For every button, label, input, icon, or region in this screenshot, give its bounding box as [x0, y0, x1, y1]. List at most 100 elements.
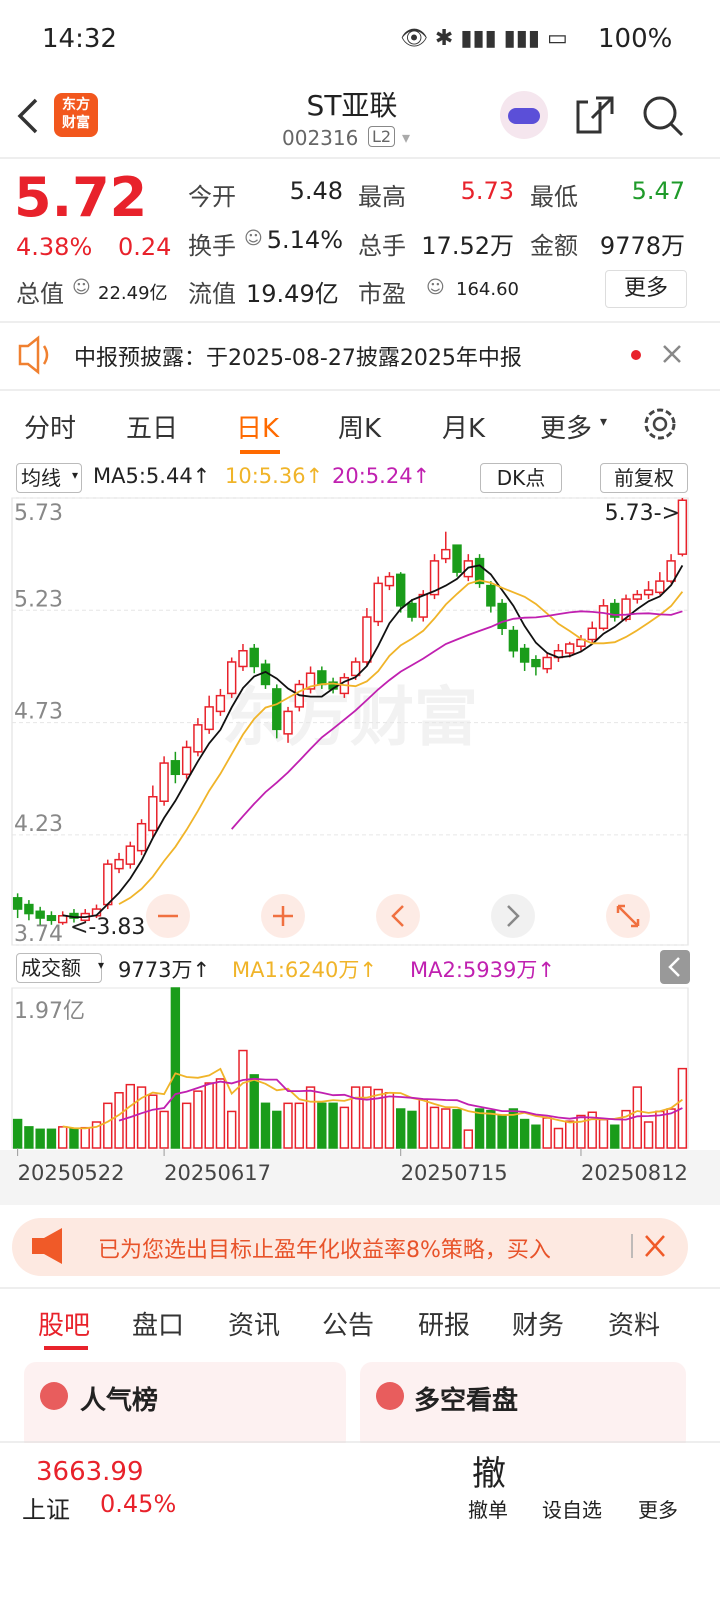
tab[interactable]: 月K: [442, 414, 486, 444]
candle-body: [215, 694, 226, 713]
cancel-label[interactable]: 撤单: [468, 1498, 508, 1522]
volume-bar: [328, 1102, 338, 1149]
more-label[interactable]: 更多: [638, 1498, 678, 1522]
volume-bar: [598, 1118, 609, 1149]
volume-bar: [486, 1109, 496, 1149]
battery: 100%: [598, 24, 673, 54]
tab[interactable]: 公告: [322, 1311, 375, 1341]
tab[interactable]: 更多: [540, 414, 593, 444]
volume-bar: [621, 1109, 631, 1149]
tab[interactable]: 分时: [24, 414, 77, 444]
buy-label[interactable]: 买: [239, 1472, 268, 1505]
candle-body: [452, 544, 462, 573]
ma-line: [118, 579, 684, 905]
volume-bar: [531, 1124, 541, 1149]
info-icon[interactable]: ☺: [244, 228, 263, 249]
tab-active[interactable]: 股吧: [38, 1311, 91, 1341]
date-strip: [0, 1150, 720, 1205]
notice[interactable]: 中报预披露：于2025-08-27披露2025年中报: [74, 346, 522, 371]
watchlist-label[interactable]: 设自选: [542, 1498, 602, 1522]
close-icon[interactable]: [663, 345, 681, 363]
footer-bg: [0, 1443, 720, 1610]
tab[interactable]: 周K: [338, 414, 382, 444]
banner-text[interactable]: 已为您选出目标止盈年化收益率8%策略，买入: [98, 1238, 551, 1263]
volume-bar: [441, 1108, 451, 1149]
card-bg: [360, 1362, 686, 1452]
volume-bar: [204, 1082, 214, 1149]
status-time: 14:32: [42, 24, 117, 54]
card-title[interactable]: 多空看盘: [414, 1386, 519, 1416]
ma10-legend: 10:5.36↑: [225, 464, 324, 488]
candle-body: [542, 656, 552, 670]
tab[interactable]: 研报: [418, 1311, 471, 1341]
volume-bar: [193, 1090, 203, 1149]
candle-body: [497, 602, 507, 630]
volume-bar: [655, 1110, 665, 1149]
info-icon[interactable]: ☺: [72, 277, 91, 298]
share-icon[interactable]: [576, 96, 614, 134]
search-icon[interactable]: [643, 96, 677, 130]
tab[interactable]: 财务: [512, 1311, 565, 1341]
cancel-icon[interactable]: 撤: [472, 1454, 506, 1494]
volume-bar: [666, 1108, 676, 1149]
field-value: 5.47: [631, 177, 685, 205]
dropdown-icon[interactable]: ▾: [402, 128, 411, 147]
ma-line: [62, 564, 684, 918]
candle-body: [12, 897, 23, 910]
candle-body: [227, 661, 237, 695]
volume-selector[interactable]: 成交额: [16, 953, 102, 983]
index-change: 0.45%: [100, 1490, 177, 1518]
candle-body: [148, 795, 158, 832]
candle-body: [272, 688, 282, 731]
ma-selector[interactable]: 均线: [16, 463, 82, 493]
sell-label[interactable]: 卖: [367, 1472, 396, 1505]
back-icon[interactable]: [17, 98, 38, 134]
candle-body: [407, 602, 417, 618]
volume-bar: [148, 1094, 158, 1149]
tab[interactable]: 资讯: [228, 1311, 281, 1341]
volume-bar: [181, 1102, 192, 1149]
field-label: 今开: [188, 183, 236, 211]
field-value: 5.48: [289, 177, 343, 205]
volume-bar: [170, 987, 181, 1149]
card-title[interactable]: 人气榜: [80, 1386, 159, 1416]
volume-bar: [260, 1102, 271, 1149]
banner-bg: [12, 1218, 688, 1276]
candle-body: [610, 602, 620, 618]
candle-body: [181, 746, 192, 776]
collapse-button[interactable]: [660, 950, 690, 984]
dk-button[interactable]: DK点: [480, 463, 562, 493]
volume-bar: [272, 1110, 282, 1149]
candle-body: [249, 647, 259, 668]
tab[interactable]: 资料: [608, 1311, 661, 1341]
candle-body: [565, 643, 575, 654]
volume-bar: [294, 1102, 304, 1149]
candle-body: [103, 863, 113, 906]
candle-body: [396, 573, 406, 607]
more-button[interactable]: 更多: [605, 270, 687, 308]
candle-body: [666, 560, 676, 582]
move-left[interactable]: [376, 894, 420, 938]
candle-body: [350, 661, 361, 677]
y-tick-label: 1.97亿: [14, 999, 85, 1024]
candle-body: [621, 598, 631, 621]
volume-bar: [519, 1118, 530, 1149]
volume-bar: [283, 1102, 293, 1149]
tab-active[interactable]: 日K: [236, 414, 280, 444]
y-tick-label: 4.73: [14, 700, 63, 725]
candle-body: [317, 670, 327, 686]
tab[interactable]: 五日: [126, 414, 179, 444]
move-right[interactable]: [491, 894, 535, 938]
adjust-button[interactable]: 前复权: [600, 463, 688, 493]
candle-body: [283, 710, 293, 735]
volume-bar: [35, 1128, 45, 1149]
field-value: 5.14%: [266, 226, 343, 254]
volume-bar: [91, 1121, 102, 1149]
tab[interactable]: 盘口: [132, 1311, 185, 1341]
volume-ma-line: [118, 1077, 683, 1122]
info-icon[interactable]: ☺: [426, 277, 445, 298]
close-icon[interactable]: [645, 1235, 665, 1257]
settings-icon[interactable]: [644, 408, 676, 440]
candle-body: [429, 560, 440, 596]
field-value: 19.49亿: [246, 280, 339, 308]
